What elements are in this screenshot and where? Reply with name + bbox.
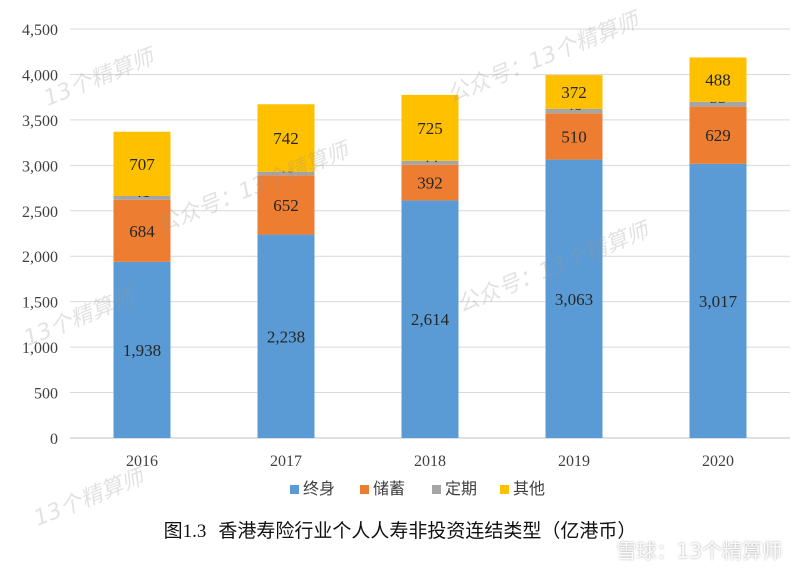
data-label: 684 [129,222,155,241]
x-tick-label: 2016 [126,453,158,470]
x-tick-label: 2018 [414,453,446,470]
caption-number: 1.3 [182,521,207,542]
legend-label: 终身 [303,479,335,498]
figure-caption: 图1.3 香港寿险行业个人人寿非投资连结类型（亿港币） [0,516,800,543]
bar-segment [401,200,459,438]
bar-segment [545,75,603,109]
x-tick-label: 2017 [270,453,302,470]
data-label: 707 [129,155,155,174]
data-label: 725 [417,119,443,138]
data-label: 488 [705,71,731,90]
bar-segment [113,261,171,438]
legend-label: 定期 [445,479,477,498]
bar-segment [257,234,315,438]
legend-label: 其他 [513,479,545,498]
y-tick-label: 1,000 [22,340,58,357]
data-label: 2,238 [267,327,305,346]
caption-text: 香港寿险行业个人人寿非投资连结类型（亿港币） [218,520,637,542]
bar-segment [545,108,603,114]
legend-swatch [432,485,441,494]
data-label: 3,017 [699,292,738,311]
y-tick-label: 3,500 [22,113,58,130]
data-label: 3,063 [555,290,593,309]
bar-segment [689,101,747,107]
y-tick-label: 4,000 [22,67,58,84]
y-tick-label: 500 [34,386,58,403]
bar-segment [401,94,459,161]
bar-segment [257,171,315,176]
y-tick-label: 4,500 [22,22,58,39]
data-label: 742 [273,129,299,148]
caption-prefix: 图 [163,520,183,542]
legend-swatch [290,485,299,494]
data-label: 652 [273,196,299,215]
y-tick-label: 3,000 [22,158,58,175]
bar-segment [257,104,315,172]
data-label: 372 [561,83,587,102]
bar-segment [689,57,747,102]
x-tick-label: 2020 [702,453,734,470]
bar-segment [545,113,603,160]
bar-segment [689,163,747,439]
y-tick-label: 2,000 [22,249,58,266]
data-label: 1,938 [123,341,161,360]
y-tick-label: 0 [50,431,58,448]
bar-segment [113,199,171,262]
data-label: 629 [705,126,731,145]
data-label: 2,614 [411,310,450,329]
legend-swatch [360,485,369,494]
legend-swatch [500,485,509,494]
data-label: 510 [561,127,587,146]
y-tick-label: 1,500 [22,295,58,312]
bar-segment [401,164,459,201]
data-label: 392 [417,174,443,193]
bar-segment [545,159,603,438]
bar-segment [401,160,459,165]
bar-segment [113,131,171,196]
corner-logo: 雪球：13个精算师 [616,539,782,563]
bar-segment [257,175,315,235]
y-tick-label: 2,500 [22,204,58,221]
bar-segment [689,106,747,164]
bar-segment [113,195,171,200]
x-tick-label: 2019 [558,453,590,470]
legend-label: 储蓄 [373,479,405,498]
